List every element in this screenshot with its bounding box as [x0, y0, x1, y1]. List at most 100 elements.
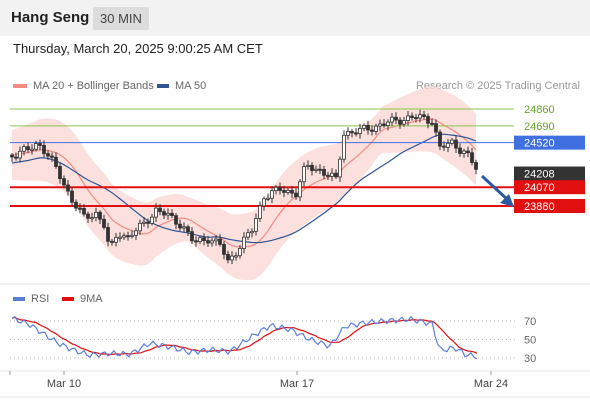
price-label-23880: 23880 — [524, 201, 555, 213]
candle — [278, 182, 282, 195]
candle — [410, 112, 414, 121]
candle — [58, 162, 62, 184]
candle — [130, 230, 134, 239]
price-label-24860: 24860 — [524, 104, 555, 116]
candle — [158, 204, 162, 216]
candle — [262, 196, 266, 211]
candle — [102, 214, 106, 230]
candle — [134, 227, 138, 240]
candle — [302, 162, 306, 187]
legend-9ma: 9MA — [62, 293, 103, 305]
rsi-9ma-line — [11, 316, 478, 356]
candle — [194, 236, 198, 247]
candle — [214, 235, 218, 246]
candle — [474, 159, 478, 175]
candle — [38, 139, 42, 151]
price-label-24070: 24070 — [524, 182, 555, 194]
candle — [250, 228, 254, 238]
legend-rsi: RSI — [13, 293, 49, 305]
candle — [146, 218, 150, 229]
rsi-line — [11, 315, 478, 360]
candle — [14, 152, 18, 161]
candle — [54, 152, 58, 169]
candle — [286, 188, 290, 195]
candle — [162, 208, 166, 220]
candle — [394, 112, 398, 125]
candle — [362, 123, 366, 132]
candle — [290, 186, 294, 199]
candle — [338, 156, 342, 182]
candle — [378, 119, 382, 132]
candle — [94, 207, 98, 222]
candle — [318, 164, 322, 175]
candle — [22, 144, 26, 156]
candle — [174, 213, 178, 230]
ma9-label: 9MA — [80, 293, 103, 305]
candle — [402, 116, 406, 127]
candle — [266, 193, 270, 201]
candle — [222, 241, 226, 260]
header-bar: Hang Seng 30 MIN — [0, 0, 590, 36]
candle — [114, 233, 118, 247]
candle — [242, 232, 246, 254]
candle — [326, 171, 330, 181]
candle — [234, 252, 238, 261]
candle — [406, 111, 410, 126]
price-label-24690: 24690 — [524, 121, 555, 133]
instrument-title: Hang Seng — [11, 9, 90, 26]
price-label-24520: 24520 — [524, 138, 555, 150]
candle — [350, 128, 354, 138]
rsi-tick-30: 30 — [524, 353, 536, 365]
price-tag-24208 — [514, 166, 585, 181]
candle — [86, 211, 90, 224]
candle — [42, 140, 46, 158]
candle — [358, 123, 362, 139]
candle — [110, 238, 114, 246]
candle — [422, 110, 426, 120]
candle — [270, 186, 274, 204]
candle — [466, 146, 470, 158]
candle — [218, 234, 222, 247]
candle — [374, 123, 378, 135]
x-label-0: Mar 10 — [47, 378, 81, 390]
timeframe-badge[interactable]: 30 MIN — [93, 7, 149, 30]
candle — [398, 116, 402, 129]
ma9-swatch — [62, 297, 74, 301]
candle — [334, 169, 338, 180]
candle — [426, 113, 430, 129]
candle — [382, 119, 386, 128]
rsi-tick-50: 50 — [524, 335, 536, 347]
candle — [30, 144, 34, 155]
candle — [62, 175, 66, 189]
ma20-swatch — [13, 84, 27, 88]
candle — [442, 141, 446, 152]
candle — [430, 118, 434, 127]
candle — [414, 114, 418, 123]
candle — [462, 148, 466, 158]
candle — [90, 212, 94, 223]
candle — [198, 235, 202, 245]
candle — [186, 224, 190, 237]
candle — [70, 187, 74, 207]
candle — [314, 165, 318, 173]
candle — [438, 129, 442, 151]
price-label-24208: 24208 — [524, 169, 555, 181]
candle — [258, 201, 262, 222]
candle — [46, 150, 50, 160]
candle — [178, 219, 182, 232]
candle — [454, 135, 458, 154]
candle — [106, 222, 110, 247]
candle — [126, 231, 130, 241]
candle — [226, 250, 230, 264]
candle — [34, 140, 38, 152]
candle — [354, 128, 358, 137]
candle — [98, 210, 102, 225]
rsi-swatch — [13, 297, 25, 301]
price-tag-23880 — [514, 199, 585, 213]
candle — [450, 137, 454, 146]
candle — [206, 235, 210, 247]
legend-ma50: MA 50 — [157, 80, 206, 92]
candle — [26, 142, 30, 154]
candle — [370, 125, 374, 136]
